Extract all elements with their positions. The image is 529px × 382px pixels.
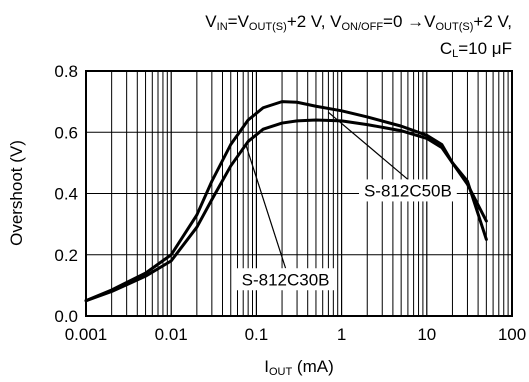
annotation-label: S-812C30B: [242, 270, 330, 289]
series-layer: [84, 100, 488, 303]
annotation-label-background: [236, 268, 335, 291]
x-tick-label: 0.1: [245, 325, 269, 344]
y-tick-label: 0.6: [54, 123, 78, 142]
y-tick-labels: 0.0 0.2 0.4 0.6 0.8: [54, 62, 78, 326]
x-tick-labels: 0.001 0.01 0.1 1 10 100: [65, 325, 526, 344]
annotation-leader-line: [245, 144, 287, 269]
y-axis-label: Overshoot (V): [7, 140, 26, 246]
x-tick-label: 100: [498, 325, 526, 344]
y-tick-label: 0.0: [54, 307, 78, 326]
chart-subtitle-line2: CL=10 μF: [440, 39, 512, 60]
series-line-s-812c30b: [84, 118, 488, 303]
annotation-label-background: [358, 179, 457, 202]
x-axis-label: IOUT (mA): [264, 357, 334, 378]
y-tick-label: 0.4: [54, 185, 78, 204]
series-line-s-812c50b: [84, 100, 488, 303]
x-tick-label: 1: [337, 325, 346, 344]
annotation-leader-line: [328, 111, 409, 180]
x-tick-label: 10: [417, 325, 436, 344]
x-tick-label: 0.001: [65, 325, 108, 344]
y-tick-label: 0.8: [54, 62, 78, 81]
x-tick-label: 0.01: [155, 325, 188, 344]
annotation-label: S-812C50B: [364, 181, 452, 200]
y-tick-label: 0.2: [54, 246, 78, 265]
plot-frame: [85, 70, 513, 317]
chart-subtitle-line1: VIN=VOUT(S)+2 V, VON/OFF=0 →VOUT(S)+2 V,: [205, 12, 512, 33]
annotation-layer: S-812C50B S-812C30B: [236, 111, 457, 291]
